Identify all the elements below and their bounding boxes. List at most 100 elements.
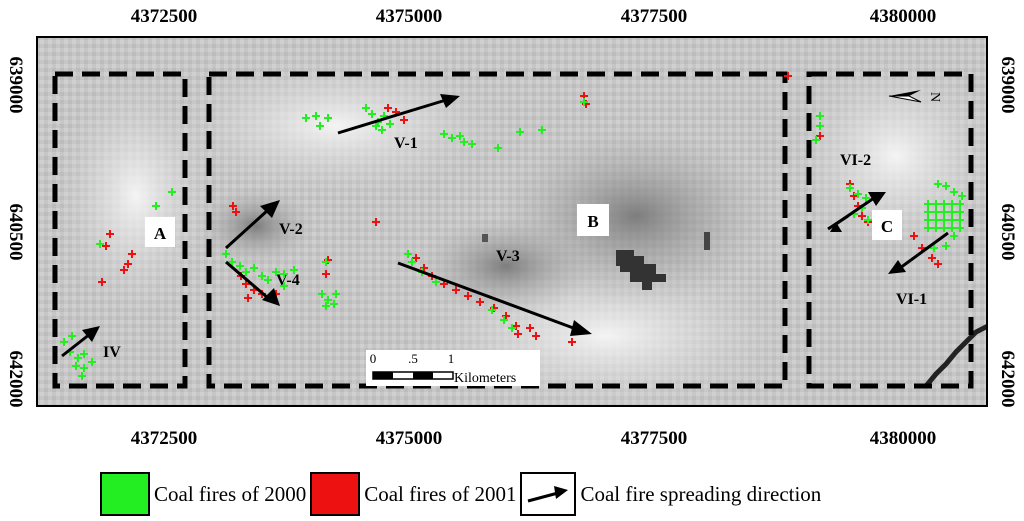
fire-marker <box>386 120 394 128</box>
fire-marker <box>250 264 258 272</box>
map-border <box>36 36 988 407</box>
x-tick-top-1: 4372500 <box>130 6 198 27</box>
fire-marker <box>456 132 464 140</box>
x-tick-bottom-3: 4377500 <box>620 428 688 449</box>
zone-c-box <box>806 71 974 389</box>
fire-marker <box>60 338 68 346</box>
fire-marker <box>460 138 468 146</box>
fire-marker <box>362 104 370 112</box>
fire-marker <box>514 330 522 338</box>
fire-marker <box>330 300 338 308</box>
fire-marker <box>80 364 88 372</box>
fire-marker <box>956 208 964 216</box>
legend-item-direction: Coal fire spreading direction <box>520 472 825 516</box>
arrow-iv <box>61 326 100 358</box>
legend-label-2001: Coal fires of 2001 <box>364 481 517 506</box>
fire-marker <box>784 72 792 80</box>
fire-marker <box>568 338 576 346</box>
fire-marker <box>464 292 472 300</box>
north-arrow: N <box>888 90 942 103</box>
fire-marker <box>812 136 820 144</box>
fire-marker <box>372 218 380 226</box>
fire-marker <box>910 232 918 240</box>
fire-marker <box>940 224 948 232</box>
scale-tick-1: 1 <box>448 351 455 366</box>
fire-marker <box>312 112 320 120</box>
fire-label-vi2: VI-2 <box>840 152 871 169</box>
fire-marker <box>322 302 330 310</box>
imagery-dark-feature <box>616 250 666 290</box>
fire-marker <box>106 230 114 238</box>
fire-marker <box>242 268 250 276</box>
spread-arrows <box>61 94 949 358</box>
scale-tick-half: .5 <box>408 351 418 366</box>
legend-swatch-2001 <box>310 472 361 516</box>
fire-marker <box>244 294 252 302</box>
fire-marker <box>412 254 420 262</box>
fire-marker <box>128 250 136 258</box>
fire-marker <box>948 224 956 232</box>
fire-marker <box>290 266 298 274</box>
fire-marker <box>120 266 128 274</box>
zone-c-label-box <box>872 210 902 240</box>
y-tick-left-3: 642000 <box>5 350 26 408</box>
arrow-v4 <box>225 260 280 306</box>
fire-marker <box>384 104 392 112</box>
fire-label-v4: V-4 <box>276 272 300 289</box>
fire-marker <box>280 270 288 278</box>
arrow-v2 <box>224 200 280 250</box>
fire-marker <box>532 332 540 340</box>
north-label: N <box>927 92 942 102</box>
zone-a-box <box>52 71 188 389</box>
fire-marker <box>332 290 340 298</box>
y-tick-right-1: 639000 <box>997 56 1018 114</box>
fire-label-iv: IV <box>103 344 121 361</box>
fire-marker <box>232 208 240 216</box>
fire-marker <box>488 306 496 314</box>
fire-marker <box>500 316 508 324</box>
fire-marker <box>152 202 160 210</box>
fire-marker <box>934 260 942 268</box>
legend-item-2000: Coal fires of 2000 <box>100 472 310 516</box>
fire-marker <box>580 98 588 106</box>
imagery-dark-spot-1 <box>704 232 710 250</box>
map-frame: A B C V-1 V-2 V-3 V-4 VI-1 VI-2 IV 0 .5 … <box>36 36 988 407</box>
fire-marker <box>96 240 104 248</box>
fire-marker <box>98 278 106 286</box>
fire-marker <box>468 140 476 148</box>
x-tick-bottom-2: 4375000 <box>375 428 443 449</box>
fire-marker <box>78 372 86 380</box>
fire-marker <box>940 200 948 208</box>
scale-bar: 0 .5 1 Kilometers <box>366 350 540 386</box>
fire-marker <box>924 216 932 224</box>
arrow-v3 <box>397 261 592 336</box>
fire-marker <box>932 208 940 216</box>
fire-marker <box>956 216 964 224</box>
fire-marker <box>956 224 964 232</box>
x-tick-bottom-4: 4380000 <box>869 428 937 449</box>
fire-marker <box>452 286 460 294</box>
zone-b-label: B <box>587 212 598 231</box>
fire-marker <box>404 250 412 258</box>
fire-marker <box>322 270 330 278</box>
arrow-vi1 <box>888 231 949 274</box>
fire-marker <box>222 250 230 258</box>
fire-marker <box>440 130 448 138</box>
fire-marker <box>538 126 546 134</box>
fire-marker <box>378 126 386 134</box>
imagery-light-patch-3 <box>786 56 988 256</box>
fire-marker <box>816 132 824 140</box>
fire-marker <box>854 190 862 198</box>
fire-marker <box>924 224 932 232</box>
x-tick-top-2: 4375000 <box>375 6 443 27</box>
y-tick-right-2: 640500 <box>997 203 1018 261</box>
zone-a-label: A <box>154 224 167 243</box>
fire-marker <box>272 268 280 276</box>
fire-marker <box>924 200 932 208</box>
fire-marker <box>864 216 872 224</box>
fire-marker <box>236 262 244 270</box>
fire-marker <box>950 188 958 196</box>
fire-marker <box>862 194 870 202</box>
fire-marker <box>942 182 950 190</box>
fire-marker <box>932 200 940 208</box>
